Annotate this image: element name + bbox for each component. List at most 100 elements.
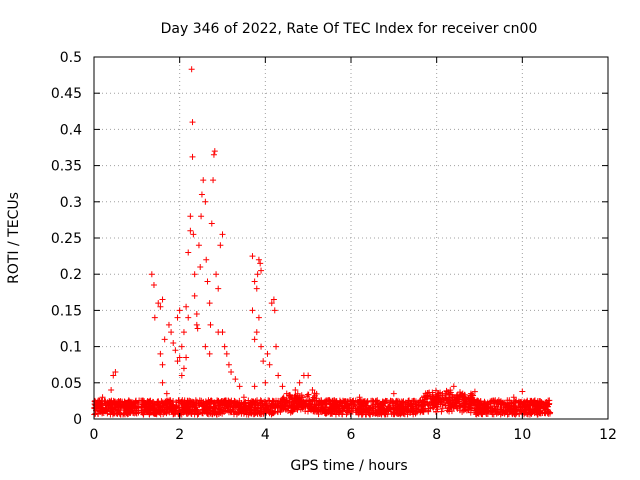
x-tick-label: 6 <box>347 427 356 443</box>
data-point <box>382 397 389 404</box>
data-point <box>252 398 259 405</box>
data-point <box>236 383 243 390</box>
data-point <box>249 253 256 260</box>
data-point <box>520 399 527 406</box>
data-point <box>310 394 317 401</box>
data-point <box>367 411 374 418</box>
data-point <box>260 358 267 365</box>
data-point <box>288 394 295 401</box>
x-tick-label: 2 <box>175 427 184 443</box>
data-point <box>422 405 429 412</box>
data-point <box>211 148 218 155</box>
data-point <box>479 405 486 412</box>
data-point <box>193 321 200 328</box>
data-point <box>418 403 425 410</box>
x-tick-label: 4 <box>261 427 270 443</box>
data-point <box>182 408 189 415</box>
data-point <box>543 402 550 409</box>
data-point <box>278 405 285 412</box>
data-point <box>456 407 463 414</box>
data-point <box>521 404 528 411</box>
data-point <box>427 405 434 412</box>
data-point <box>292 387 299 394</box>
data-point <box>510 394 517 401</box>
data-point <box>282 406 289 413</box>
grid-lines <box>94 57 608 419</box>
data-point <box>198 213 205 220</box>
data-point <box>249 307 256 314</box>
data-point <box>455 398 462 405</box>
data-point <box>187 227 194 234</box>
data-point <box>251 404 258 411</box>
data-point <box>369 405 376 412</box>
data-point <box>273 343 280 350</box>
data-point <box>342 402 349 409</box>
data-point <box>180 365 187 372</box>
data-point <box>429 389 436 396</box>
data-point <box>389 398 396 405</box>
data-point <box>142 401 149 408</box>
data-point <box>330 399 337 406</box>
data-point <box>323 403 330 410</box>
data-point <box>377 410 384 417</box>
data-point <box>439 405 446 412</box>
data-point <box>333 408 340 415</box>
data-point <box>206 300 213 307</box>
data-point <box>339 405 346 412</box>
data-point <box>189 119 196 126</box>
data-point <box>92 410 99 417</box>
data-point <box>390 411 397 418</box>
data-point <box>412 401 419 408</box>
data-point <box>188 399 195 406</box>
data-point <box>216 406 223 413</box>
data-point <box>527 401 534 408</box>
data-point <box>493 410 500 417</box>
data-point <box>161 408 168 415</box>
data-point <box>338 411 345 418</box>
y-tick-label: 0.5 <box>60 50 82 66</box>
data-point <box>251 278 258 285</box>
data-point <box>286 402 293 409</box>
data-point <box>360 398 367 405</box>
data-point <box>152 408 159 415</box>
y-tick-label: 0.15 <box>51 303 82 319</box>
data-point <box>255 406 262 413</box>
data-point <box>397 410 404 417</box>
data-point <box>356 394 363 401</box>
data-point <box>201 402 208 409</box>
data-point <box>174 404 181 411</box>
data-point <box>283 397 290 404</box>
data-point <box>154 398 161 405</box>
data-point <box>108 387 115 394</box>
data-point <box>183 303 190 310</box>
data-point <box>258 267 265 274</box>
data-point <box>404 408 411 415</box>
data-point <box>197 263 204 270</box>
data-point <box>150 282 157 289</box>
data-point <box>246 406 253 413</box>
data-point <box>497 401 504 408</box>
data-point <box>505 406 512 413</box>
data-point <box>210 177 217 184</box>
data-point <box>176 307 183 314</box>
data-point <box>251 336 258 343</box>
data-point <box>174 314 181 321</box>
data-point <box>98 400 105 407</box>
data-point <box>315 407 322 414</box>
data-point <box>357 403 364 410</box>
data-point <box>254 271 261 278</box>
data-point <box>257 260 264 267</box>
data-point <box>450 383 457 390</box>
data-point <box>112 368 119 375</box>
data-point <box>313 395 320 402</box>
data-point <box>213 271 220 278</box>
data-point <box>361 408 368 415</box>
data-point <box>251 383 258 390</box>
y-tick-label: 0.35 <box>51 159 82 175</box>
data-point <box>217 242 224 249</box>
data-point <box>305 372 312 379</box>
data-point <box>447 389 454 396</box>
data-point <box>355 402 362 409</box>
data-point <box>406 397 413 404</box>
data-point <box>304 408 311 415</box>
